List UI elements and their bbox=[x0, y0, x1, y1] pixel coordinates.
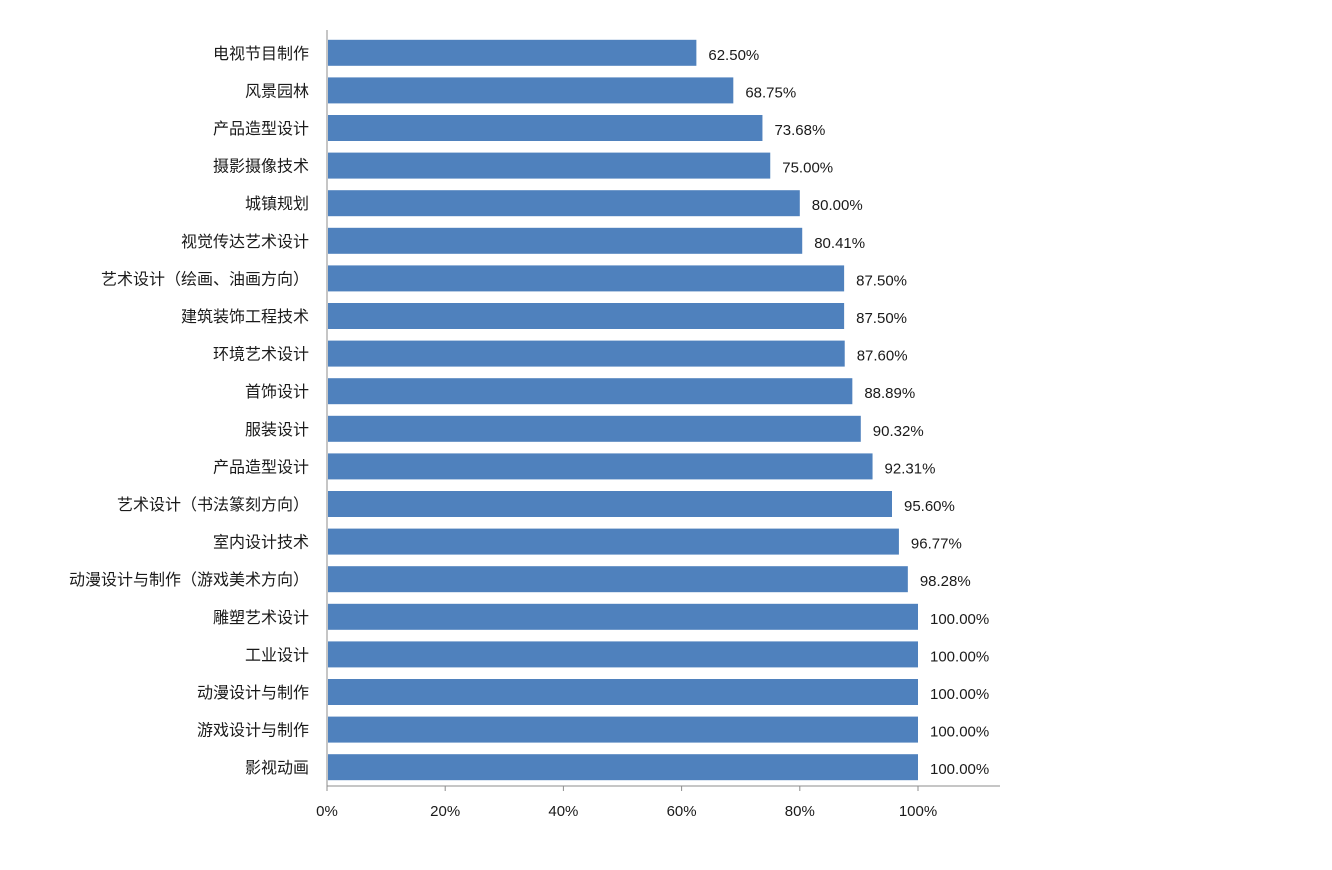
bar bbox=[328, 641, 918, 668]
category-label: 摄影摄像技术 bbox=[213, 157, 309, 176]
category-label: 室内设计技术 bbox=[213, 533, 309, 552]
bar bbox=[328, 340, 845, 367]
category-label: 视觉传达艺术设计 bbox=[181, 232, 309, 251]
bar bbox=[328, 190, 800, 217]
category-label: 产品造型设计 bbox=[213, 119, 309, 138]
value-label: 100.00% bbox=[930, 648, 989, 665]
value-label: 87.60% bbox=[857, 348, 908, 365]
value-label: 73.68% bbox=[774, 122, 825, 139]
bar bbox=[328, 603, 918, 630]
value-label: 100.00% bbox=[930, 611, 989, 628]
category-label: 艺术设计（绘画、油画方向） bbox=[101, 269, 309, 288]
bar bbox=[328, 491, 892, 517]
bar bbox=[328, 754, 918, 781]
value-label: 62.50% bbox=[708, 47, 759, 64]
value-label: 100.00% bbox=[930, 686, 989, 703]
x-tick-label: 20% bbox=[430, 803, 460, 820]
category-label: 雕塑艺术设计 bbox=[213, 608, 309, 627]
category-label: 工业设计 bbox=[245, 645, 309, 664]
category-label: 服装设计 bbox=[245, 420, 309, 439]
bar bbox=[328, 528, 899, 555]
category-label: 产品造型设计 bbox=[213, 457, 309, 476]
bar bbox=[328, 303, 845, 329]
bar bbox=[328, 227, 803, 254]
value-label: 68.75% bbox=[745, 84, 796, 101]
value-label: 88.89% bbox=[864, 385, 915, 402]
value-label: 96.77% bbox=[911, 536, 962, 553]
category-labels: 电视节目制作风景园林产品造型设计摄影摄像技术城镇规划视觉传达艺术设计艺术设计（绘… bbox=[69, 44, 309, 777]
category-label: 动漫设计与制作（游戏美术方向） bbox=[69, 570, 309, 589]
category-label: 首饰设计 bbox=[245, 382, 309, 401]
axes: 0% 20% 40% 60% 80% 100% bbox=[316, 30, 1000, 820]
category-label: 城镇规划 bbox=[245, 194, 309, 213]
bar bbox=[328, 77, 734, 104]
value-label: 90.32% bbox=[873, 423, 924, 440]
bar bbox=[328, 415, 861, 442]
bar bbox=[328, 39, 697, 66]
category-label: 游戏设计与制作 bbox=[197, 721, 309, 740]
value-label: 80.00% bbox=[812, 197, 863, 214]
value-label: 98.28% bbox=[920, 573, 971, 590]
category-label: 环境艺术设计 bbox=[213, 345, 309, 364]
value-labels: 62.50% 68.75% 73.68% 75.00% 80.00% 80.41% 87.5… bbox=[708, 47, 989, 778]
value-label: 87.50% bbox=[856, 310, 907, 327]
value-label: 95.60% bbox=[904, 498, 955, 515]
bars-layer bbox=[328, 39, 918, 781]
bar bbox=[328, 679, 918, 705]
value-label: 100.00% bbox=[930, 724, 989, 741]
value-label: 75.00% bbox=[782, 160, 833, 177]
category-label: 艺术设计（书法篆刻方向） bbox=[117, 495, 309, 514]
bar bbox=[328, 152, 771, 179]
bar bbox=[328, 265, 845, 292]
value-label: 80.41% bbox=[814, 235, 865, 252]
category-label: 影视动画 bbox=[245, 758, 309, 777]
value-label: 92.31% bbox=[885, 460, 936, 477]
value-label: 87.50% bbox=[856, 272, 907, 289]
x-tick-label: 60% bbox=[667, 803, 697, 820]
x-tick-label: 0% bbox=[316, 803, 338, 820]
bar bbox=[328, 716, 918, 743]
category-label: 电视节目制作 bbox=[213, 44, 309, 63]
x-tick-label: 100% bbox=[899, 803, 937, 820]
bar bbox=[328, 566, 908, 593]
category-label: 风景园林 bbox=[245, 81, 309, 100]
bar bbox=[328, 115, 763, 141]
category-label: 动漫设计与制作 bbox=[197, 683, 309, 702]
x-tick-label: 40% bbox=[548, 803, 578, 820]
category-label: 建筑装饰工程技术 bbox=[181, 307, 309, 326]
bar bbox=[328, 378, 853, 405]
x-tick-label: 80% bbox=[785, 803, 815, 820]
value-label: 100.00% bbox=[930, 761, 989, 778]
bar bbox=[328, 453, 873, 480]
